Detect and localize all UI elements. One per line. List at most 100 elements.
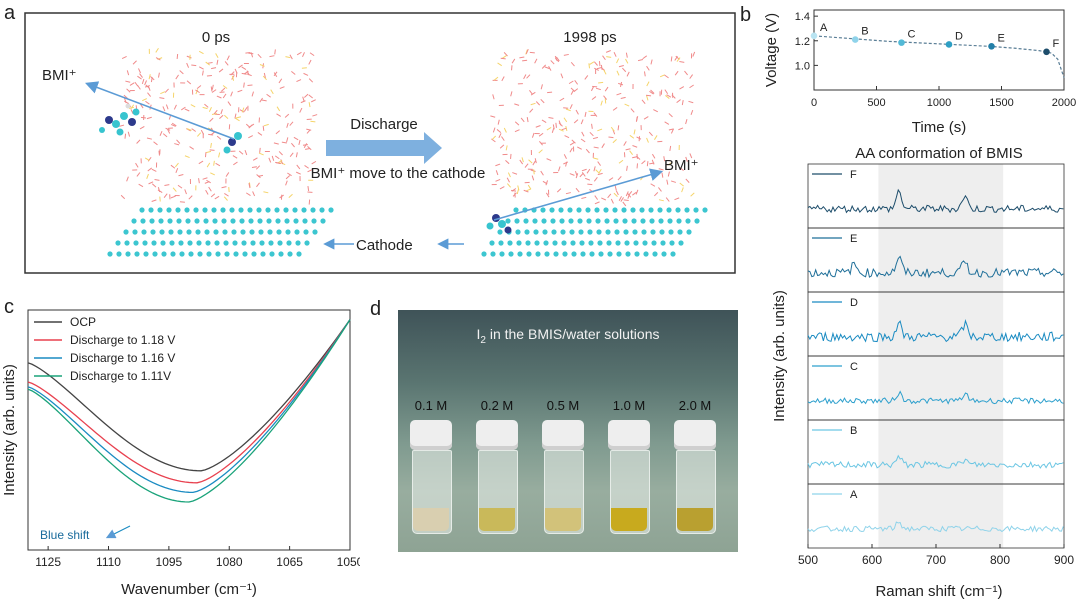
- graphene-atom: [551, 229, 557, 235]
- water-molecule: [664, 89, 669, 95]
- graphene-atom: [532, 218, 538, 224]
- panel-label-d: d: [370, 298, 382, 320]
- water-molecule: [151, 168, 157, 172]
- water-molecule: [303, 143, 308, 148]
- graphene-cathode-right: [481, 207, 708, 257]
- water-molecule: [563, 154, 567, 159]
- graphene-atom: [587, 229, 593, 235]
- water-molecule: [618, 64, 624, 68]
- water-molecule: [692, 51, 696, 57]
- water-molecule: [529, 90, 533, 95]
- water-molecule: [511, 58, 516, 64]
- water-molecule: [540, 98, 545, 104]
- y-tick-label: 1.0: [795, 60, 810, 72]
- water-molecule: [593, 166, 596, 172]
- water-molecule: [224, 193, 229, 197]
- water-molecule: [622, 201, 627, 207]
- water-molecule: [130, 104, 135, 110]
- graphene-atom: [634, 251, 640, 257]
- water-molecule: [300, 100, 306, 104]
- water-molecule: [584, 111, 587, 118]
- water-molecule: [158, 150, 160, 156]
- water-molecule: [526, 117, 529, 123]
- water-molecule: [184, 189, 187, 195]
- water-molecule: [668, 113, 673, 118]
- graphene-atom: [132, 229, 138, 235]
- x-tick-label: 600: [862, 553, 882, 567]
- x-tick-label: 1050: [337, 555, 360, 569]
- water-molecule: [535, 101, 541, 106]
- graphene-atom: [256, 207, 262, 213]
- graphene-atom: [670, 251, 676, 257]
- graphene-atom: [286, 240, 292, 246]
- water-molecule: [163, 193, 168, 198]
- water-molecule: [495, 179, 501, 182]
- water-molecule: [164, 88, 169, 93]
- water-molecule: [510, 91, 513, 97]
- water-molecule: [295, 152, 298, 158]
- water-molecule: [676, 99, 681, 104]
- graphene-atom: [550, 218, 556, 224]
- vial-photo: I2 in the BMIS/water solutions 0.1 M 0.2 …: [398, 310, 738, 552]
- water-molecule: [651, 159, 655, 165]
- graphene-atom: [124, 240, 130, 246]
- water-molecule: [554, 57, 560, 63]
- water-molecule: [491, 135, 497, 140]
- graphene-atom: [579, 240, 585, 246]
- water-molecule: [280, 159, 284, 165]
- water-molecule: [679, 60, 685, 63]
- vial-concentration-label: 0.2 M: [480, 398, 514, 413]
- water-molecule: [250, 52, 254, 58]
- raman-series-label: C: [850, 361, 858, 373]
- graphene-atom: [513, 207, 519, 213]
- water-molecule: [622, 67, 627, 73]
- water-molecule: [521, 157, 524, 163]
- graphene-atom: [702, 207, 708, 213]
- graphene-atom: [265, 207, 271, 213]
- water-molecule: [234, 113, 237, 119]
- water-molecule: [646, 94, 652, 97]
- graphene-atom: [158, 218, 164, 224]
- water-molecule: [276, 113, 282, 117]
- water-molecule: [141, 78, 145, 84]
- graphene-atom: [157, 207, 163, 213]
- water-molecule: [186, 128, 192, 131]
- graphene-atom: [685, 218, 691, 224]
- water-molecule: [501, 76, 505, 82]
- water-molecule: [257, 53, 262, 59]
- graphene-atom: [267, 229, 273, 235]
- water-molecule: [577, 146, 582, 150]
- graphene-atom: [524, 229, 530, 235]
- water-molecule: [685, 156, 688, 162]
- water-molecule: [632, 145, 638, 148]
- water-molecule: [139, 73, 143, 78]
- water-molecule: [308, 94, 313, 99]
- water-molecule: [237, 89, 243, 93]
- water-molecule: [643, 71, 646, 77]
- panel-a-simulation: 0 ps 1998 ps BMI⁺ BMI⁺ Discharge BMI⁺ mo…: [24, 12, 736, 274]
- water-molecule: [303, 72, 309, 76]
- water-molecule: [263, 191, 269, 194]
- water-molecule: [569, 173, 575, 176]
- graphene-atom: [293, 218, 299, 224]
- graphene-atom: [597, 240, 603, 246]
- graphene-atom: [481, 251, 487, 257]
- voltage-curve: [813, 35, 1065, 78]
- graphene-atom: [169, 240, 175, 246]
- water-molecule: [196, 85, 202, 90]
- water-molecule: [222, 93, 227, 99]
- voltage-point-label: F: [1053, 38, 1060, 50]
- water-molecule: [594, 67, 599, 71]
- water-molecule: [597, 161, 601, 166]
- water-molecule: [674, 197, 680, 201]
- graphene-atom: [125, 251, 131, 257]
- graphene-atom: [310, 207, 316, 213]
- water-molecule: [685, 119, 688, 125]
- water-molecule: [146, 116, 152, 120]
- water-molecule: [642, 55, 648, 60]
- water-molecule: [493, 76, 499, 81]
- ir-plot-frame: [27, 309, 351, 551]
- water-molecule: [556, 188, 562, 193]
- water-molecule: [632, 156, 638, 159]
- water-molecule: [290, 142, 295, 148]
